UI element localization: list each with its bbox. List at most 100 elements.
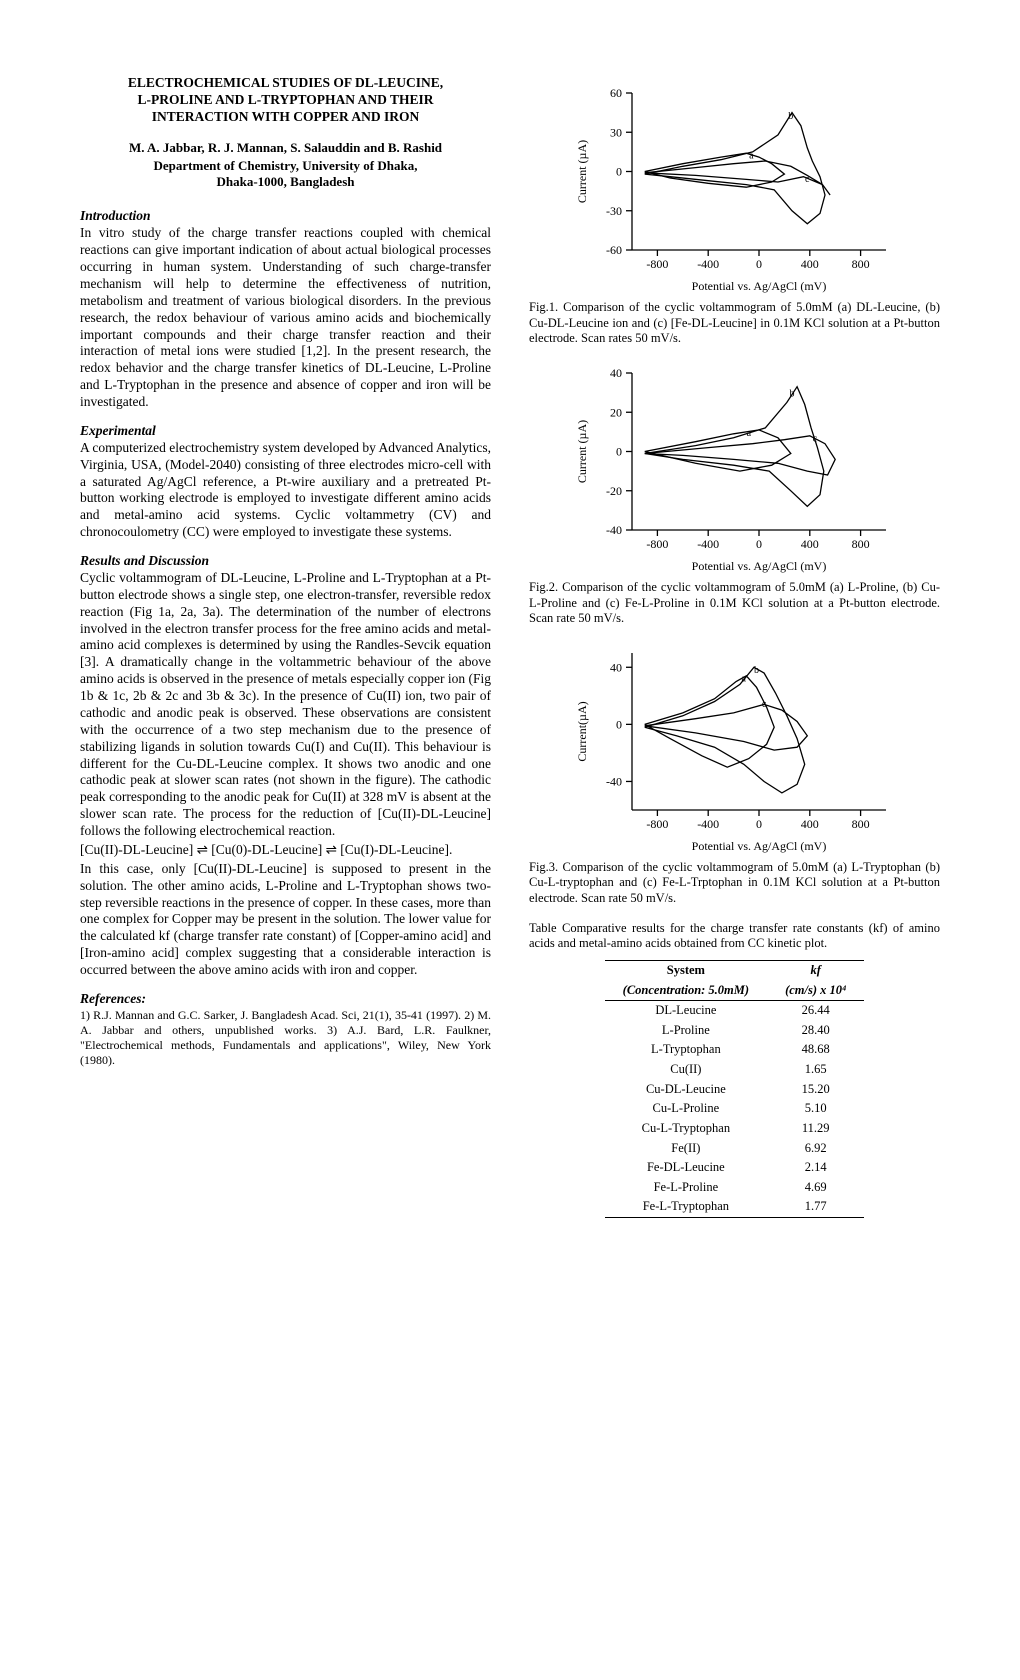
svg-text:40: 40: [610, 366, 622, 380]
table-subheader-conc: (Concentration: 5.0mM): [605, 981, 767, 1001]
figure-3-caption: Fig.3. Comparison of the cyclic voltammo…: [529, 860, 940, 907]
title-line: L-PROLINE AND L-TRYPTOPHAN AND THEIR: [137, 92, 433, 107]
table-cell-system: Fe-DL-Leucine: [605, 1158, 767, 1178]
svg-text:Potential vs. Ag/AgCl (mV): Potential vs. Ag/AgCl (mV): [691, 279, 826, 293]
table-row: Fe-DL-Leucine2.14: [605, 1158, 865, 1178]
right-column: -60-3003060-800-4000400800Potential vs. …: [529, 75, 940, 1218]
svg-text:a: a: [746, 428, 751, 439]
svg-text:b: b: [788, 111, 793, 122]
table-cell-system: Fe(II): [605, 1139, 767, 1159]
figure-1-caption: Fig.1. Comparison of the cyclic voltammo…: [529, 300, 940, 347]
table-row: Cu-L-Proline5.10: [605, 1099, 865, 1119]
svg-text:20: 20: [610, 405, 622, 419]
svg-text:-400: -400: [697, 257, 719, 271]
svg-text:a: a: [749, 150, 754, 161]
table-subheader-units: (cm/s) x 10⁴: [767, 981, 864, 1001]
table-cell-system: Cu-L-Tryptophan: [605, 1119, 767, 1139]
svg-text:c: c: [812, 434, 817, 445]
section-results: Results and Discussion: [80, 553, 491, 570]
svg-text:-20: -20: [606, 484, 622, 498]
svg-text:60: 60: [610, 86, 622, 100]
svg-text:Potential vs. Ag/AgCl (mV): Potential vs. Ag/AgCl (mV): [691, 559, 826, 573]
table-cell-kf: 6.92: [767, 1139, 864, 1159]
svg-text:-800: -800: [646, 817, 668, 831]
table-cell-kf: 2.14: [767, 1158, 864, 1178]
table-cell-kf: 15.20: [767, 1080, 864, 1100]
results-text: Cyclic voltammogram of DL-Leucine, L-Pro…: [80, 570, 491, 840]
experimental-text: A computerized electrochemistry system d…: [80, 440, 491, 541]
svg-text:b: b: [753, 665, 758, 676]
figure-3: -40040-800-4000400800Potential vs. Ag/Ag…: [529, 641, 940, 856]
svg-text:0: 0: [756, 257, 762, 271]
table-cell-system: Cu-L-Proline: [605, 1099, 767, 1119]
table-cell-system: L-Tryptophan: [605, 1040, 767, 1060]
section-introduction: Introduction: [80, 208, 491, 225]
svg-text:400: 400: [800, 817, 818, 831]
table-row: L-Tryptophan48.68: [605, 1040, 865, 1060]
svg-text:0: 0: [616, 165, 622, 179]
svg-text:-40: -40: [606, 523, 622, 537]
reaction-eqn: [Cu(II)-DL-Leucine] ⇌ [Cu(0)-DL-Leucine]…: [80, 842, 491, 859]
svg-text:c: c: [761, 699, 766, 710]
svg-text:0: 0: [616, 444, 622, 458]
table-cell-kf: 5.10: [767, 1099, 864, 1119]
table-cell-kf: 48.68: [767, 1040, 864, 1060]
intro-text: In vitro study of the charge transfer re…: [80, 225, 491, 411]
table-cell-system: DL-Leucine: [605, 1001, 767, 1021]
table-cell-system: Cu(II): [605, 1060, 767, 1080]
table-row: Fe-L-Proline4.69: [605, 1178, 865, 1198]
table-cell-kf: 26.44: [767, 1001, 864, 1021]
affiliation: Department of Chemistry, University of D…: [80, 158, 491, 191]
title-line: ELECTROCHEMICAL STUDIES OF DL-LEUCINE,: [128, 75, 443, 90]
section-experimental: Experimental: [80, 423, 491, 440]
paper-title: ELECTROCHEMICAL STUDIES OF DL-LEUCINE, L…: [80, 75, 491, 126]
table-cell-system: Fe-L-Proline: [605, 1178, 767, 1198]
table-cell-system: Fe-L-Tryptophan: [605, 1197, 767, 1217]
rate-constants-table: System kf (Concentration: 5.0mM) (cm/s) …: [605, 960, 865, 1218]
table-row: Cu-L-Tryptophan11.29: [605, 1119, 865, 1139]
svg-text:-400: -400: [697, 537, 719, 551]
figure-2: -40 -20 0 20 40 -800 -400 0 400 800 Potential vs. …: [529, 361, 940, 576]
svg-text:-800: -800: [646, 537, 668, 551]
svg-text:-60: -60: [606, 243, 622, 257]
affil-line: Dhaka-1000, Bangladesh: [217, 174, 355, 189]
table-header-system: System: [605, 960, 767, 980]
svg-text:400: 400: [800, 537, 818, 551]
table-cell-kf: 1.77: [767, 1197, 864, 1217]
authors: M. A. Jabbar, R. J. Mannan, S. Salauddin…: [80, 140, 491, 156]
table-caption: Table Comparative results for the charge…: [529, 921, 940, 952]
table-cell-kf: 11.29: [767, 1119, 864, 1139]
left-column: ELECTROCHEMICAL STUDIES OF DL-LEUCINE, L…: [80, 75, 491, 1218]
table-row: L-Proline28.40: [605, 1021, 865, 1041]
svg-text:30: 30: [610, 125, 622, 139]
table-cell-system: Cu-DL-Leucine: [605, 1080, 767, 1100]
table-header-kf: kf: [767, 960, 864, 980]
table-cell-kf: 28.40: [767, 1021, 864, 1041]
svg-text:Current (µA): Current (µA): [575, 140, 589, 203]
svg-text:-800: -800: [646, 257, 668, 271]
svg-text:b: b: [789, 388, 794, 399]
table-row: Cu(II)1.65: [605, 1060, 865, 1080]
cv-chart-2: -40 -20 0 20 40 -800 -400 0 400 800 Potential vs. …: [570, 361, 900, 576]
svg-text:-40: -40: [606, 774, 622, 788]
cv-chart-3: -40040-800-4000400800Potential vs. Ag/Ag…: [570, 641, 900, 856]
figure-1: -60 -30 0 30 60 -800 -400 0 400 800 Potential vs. …: [529, 81, 940, 296]
table-cell-kf: 4.69: [767, 1178, 864, 1198]
figure-2-caption: Fig.2. Comparison of the cyclic voltammo…: [529, 580, 940, 627]
svg-text:Potential vs. Ag/AgCl (mV): Potential vs. Ag/AgCl (mV): [691, 839, 826, 853]
svg-text:Current(µA): Current(µA): [575, 701, 589, 761]
svg-text:800: 800: [851, 537, 869, 551]
svg-text:400: 400: [800, 257, 818, 271]
svg-text:-30: -30: [606, 204, 622, 218]
table-row: Cu-DL-Leucine15.20: [605, 1080, 865, 1100]
table-row: DL-Leucine26.44: [605, 1001, 865, 1021]
svg-text:0: 0: [756, 537, 762, 551]
svg-text:a: a: [741, 673, 746, 684]
svg-text:-400: -400: [697, 817, 719, 831]
cv-chart-1: -60 -30 0 30 60 -800 -400 0 400 800 Potential vs. …: [570, 81, 900, 296]
table-row: Fe(II)6.92: [605, 1139, 865, 1159]
svg-text:800: 800: [851, 257, 869, 271]
svg-text:Current (µA): Current (µA): [575, 420, 589, 483]
section-references: References:: [80, 991, 491, 1008]
svg-text:0: 0: [616, 717, 622, 731]
